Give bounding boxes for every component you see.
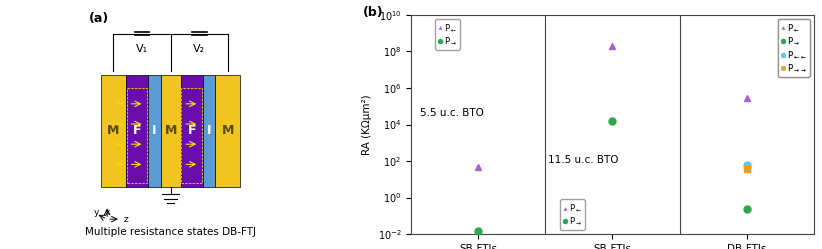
Text: M: M: [107, 124, 119, 137]
Text: M: M: [164, 124, 177, 137]
Text: V₁: V₁: [136, 44, 148, 54]
Text: M: M: [222, 124, 234, 137]
Text: F: F: [133, 124, 141, 137]
Bar: [101, 75, 126, 187]
Bar: [181, 75, 203, 187]
Text: P→: P→: [116, 101, 125, 106]
Legend: $\mathregular{P_{\leftarrow}}$, $\mathregular{P_{\rightarrow}}$, $\mathregular{P: $\mathregular{P_{\leftarrow}}$, $\mathre…: [778, 19, 810, 77]
Bar: [182, 88, 202, 183]
Text: I: I: [207, 124, 211, 137]
Bar: [215, 75, 240, 187]
Text: x: x: [104, 208, 110, 217]
Y-axis label: RA (KΩμm²): RA (KΩμm²): [362, 94, 372, 155]
Text: 5.5 u.c. BTO: 5.5 u.c. BTO: [420, 108, 484, 118]
Text: I: I: [152, 124, 157, 137]
Text: 11.5 u.c. BTO: 11.5 u.c. BTO: [548, 155, 618, 165]
Bar: [126, 75, 148, 187]
Text: V₂: V₂: [193, 44, 206, 54]
Bar: [148, 75, 160, 187]
Text: z: z: [123, 215, 128, 224]
Text: P←: P←: [116, 142, 125, 147]
Text: (b): (b): [363, 6, 383, 19]
Bar: [127, 88, 147, 183]
Text: F: F: [187, 124, 196, 137]
Text: (a): (a): [89, 12, 109, 25]
Text: Multiple resistance states DB-FTJ: Multiple resistance states DB-FTJ: [85, 227, 256, 237]
Bar: [203, 75, 215, 187]
Text: P→: P→: [116, 122, 125, 126]
Text: y: y: [94, 208, 99, 217]
Bar: [160, 75, 181, 187]
Text: P←: P←: [116, 162, 125, 167]
